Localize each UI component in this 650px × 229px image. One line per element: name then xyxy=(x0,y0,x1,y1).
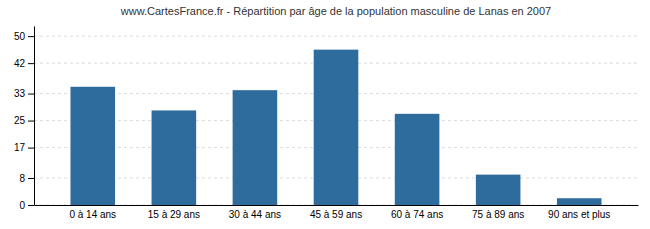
y-tick-label: 17 xyxy=(14,142,26,153)
y-axis: 0 8 17 25 33 42 50 xyxy=(14,27,35,211)
x-tick-label: 75 à 89 ans xyxy=(472,209,524,220)
y-tick-label: 8 xyxy=(19,173,25,184)
x-tick-label: 90 ans et plus xyxy=(548,209,610,220)
y-tick-mark xyxy=(28,178,34,179)
y-tick-label: 50 xyxy=(14,31,26,42)
x-tick: 30 à 44 ans xyxy=(229,209,281,220)
x-tick-label: 0 à 14 ans xyxy=(69,209,116,220)
y-tick: 50 xyxy=(14,31,34,42)
bar xyxy=(152,110,197,205)
x-tick-label: 60 à 74 ans xyxy=(391,209,443,220)
y-tick: 33 xyxy=(14,88,34,99)
bar xyxy=(476,175,521,205)
y-tick: 42 xyxy=(14,58,34,69)
y-tick-mark xyxy=(28,205,34,206)
x-tick: 75 à 89 ans xyxy=(472,209,524,220)
bar xyxy=(233,90,278,205)
x-tick: 60 à 74 ans xyxy=(391,209,443,220)
chart-title: www.CartesFrance.fr - Répartition par âg… xyxy=(120,5,551,17)
grid-line xyxy=(34,36,638,37)
y-tick: 17 xyxy=(14,142,34,153)
chart-container: 0 8 17 25 33 42 50 0 à 14 ans 15 à 29 ans 30 à 44… xyxy=(0,0,650,229)
y-tick: 25 xyxy=(14,115,34,126)
y-tick-label: 42 xyxy=(14,58,26,69)
x-tick: 15 à 29 ans xyxy=(148,209,200,220)
chart-svg: 0 8 17 25 33 42 50 0 à 14 ans 15 à 29 ans 30 à 44… xyxy=(0,0,650,229)
bar xyxy=(557,198,602,205)
y-axis-line xyxy=(34,27,35,206)
y-tick-mark xyxy=(28,94,34,95)
y-tick: 0 xyxy=(19,200,34,211)
bar xyxy=(314,50,359,205)
x-tick-label: 15 à 29 ans xyxy=(148,209,200,220)
y-tick-mark xyxy=(28,36,34,37)
grid xyxy=(34,36,638,205)
x-tick: 45 à 59 ans xyxy=(310,209,362,220)
y-tick-mark xyxy=(28,121,34,122)
bar xyxy=(70,87,115,205)
bar xyxy=(395,114,440,205)
x-tick-label: 45 à 59 ans xyxy=(310,209,362,220)
y-tick: 8 xyxy=(19,173,34,184)
x-axis: 0 à 14 ans 15 à 29 ans 30 à 44 ans 45 à 59 … xyxy=(35,206,639,221)
y-tick-mark xyxy=(28,148,34,149)
y-tick-mark xyxy=(28,63,34,64)
y-tick-label: 33 xyxy=(14,88,26,99)
y-tick-label: 0 xyxy=(19,200,25,211)
x-axis-line xyxy=(35,205,639,206)
plot-area xyxy=(70,50,601,205)
x-tick-label: 30 à 44 ans xyxy=(229,209,281,220)
x-tick: 0 à 14 ans xyxy=(69,209,116,220)
x-tick: 90 ans et plus xyxy=(548,209,610,220)
y-tick-label: 25 xyxy=(14,115,26,126)
